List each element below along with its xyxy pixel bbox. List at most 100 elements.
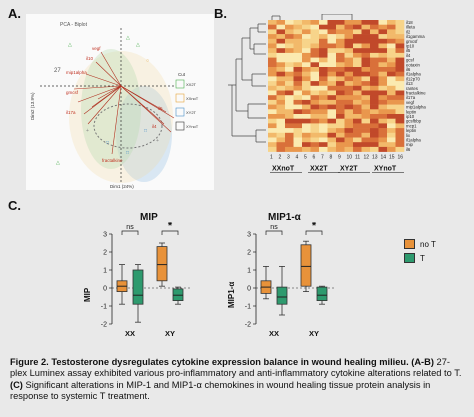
- heatmap-cell: [310, 142, 320, 148]
- heatmap-cell: [302, 95, 311, 101]
- heatmap-group-labels: XXnoT XX2T XY2T XYnoT: [270, 166, 404, 173]
- heatmap-cell: [370, 29, 379, 35]
- heatmap-cell: [378, 34, 388, 40]
- heatmap-cell: [336, 81, 345, 87]
- heatmap-cell: [353, 90, 362, 96]
- heatmap-cell: [361, 123, 371, 129]
- heatmap-cell: [378, 128, 388, 134]
- heatmap-cell: [302, 123, 311, 129]
- heatmap-cell: [336, 38, 345, 44]
- heatmap-row-label: il18: [406, 20, 413, 25]
- heatmap-cell: [310, 81, 320, 87]
- heatmap-cell: [293, 99, 303, 105]
- heatmap-cell: [276, 146, 286, 152]
- heatmap-cell: [319, 38, 328, 44]
- significance-label: ns: [126, 224, 134, 231]
- heatmap-cell: [310, 24, 320, 30]
- heatmap-cell: [293, 38, 303, 44]
- heatmap-cell: [336, 104, 345, 110]
- heatmap-cell: [370, 104, 379, 110]
- heatmap-cell: [395, 137, 405, 143]
- heatmap-row-label: ip10: [406, 44, 415, 49]
- heatmap-cell: [387, 109, 396, 115]
- heatmap-cell: [276, 48, 286, 54]
- heatmap-cell: [268, 142, 277, 148]
- heatmap-row-label: mip1alpha: [406, 105, 426, 110]
- y-tick-label: -2: [245, 322, 251, 329]
- heatmap-cell: [361, 146, 371, 152]
- heatmap-cell: [361, 85, 371, 91]
- heatmap-cell: [344, 43, 354, 49]
- heatmap-cell: [353, 142, 362, 148]
- heatmap-row-label: il4: [406, 53, 411, 58]
- svg-text:il10: il10: [86, 56, 94, 61]
- heatmap-cell: [344, 24, 354, 30]
- heatmap-cell: [395, 57, 405, 63]
- heatmap-cell: [361, 34, 371, 40]
- heatmap-cell: [370, 128, 379, 134]
- heatmap-cell: [276, 85, 286, 91]
- heatmap-cell: [319, 62, 328, 68]
- heatmap-cell: [310, 48, 320, 54]
- heatmap-cell: [293, 109, 303, 115]
- heatmap-cell: [378, 90, 388, 96]
- heatmap-cell: [378, 67, 388, 72]
- heatmap-cell: [387, 90, 396, 96]
- legend-label-t: T: [420, 253, 425, 263]
- heatmap-cell: [387, 67, 396, 72]
- heatmap-row-label: il6: [406, 67, 411, 72]
- heatmap-cell: [302, 20, 311, 25]
- heatmap-cell: [353, 43, 362, 49]
- heatmap-cell: [285, 52, 294, 58]
- heatmap-cell: [285, 71, 294, 77]
- significance-bracket: [265, 230, 283, 235]
- heatmap-cell: [319, 118, 328, 124]
- heatmap-cell: [285, 99, 294, 105]
- heatmap-cell: [395, 118, 405, 124]
- heatmap-cell: [387, 71, 396, 77]
- heatmap-cell: [285, 146, 294, 152]
- heatmap-col-number: 11: [355, 155, 360, 161]
- heatmap-cell: [327, 43, 337, 49]
- heatmap-cell: [353, 76, 362, 82]
- heatmap-cell: [387, 104, 396, 110]
- box-plot-legend: no T T: [404, 239, 436, 267]
- heatmap-cell: [327, 38, 337, 44]
- heatmap-cell: [336, 99, 345, 105]
- heatmap-row-label: ip10: [406, 114, 415, 119]
- heatmap-row-label: leptin: [406, 109, 417, 114]
- heatmap-cell: [361, 90, 371, 96]
- heatmap-cell: [344, 132, 354, 138]
- heatmap-cell: [319, 48, 328, 54]
- pca-loading-arrows: [73, 51, 175, 155]
- heatmap-cell: [293, 137, 303, 143]
- heatmap-cell: [310, 43, 320, 49]
- heatmap-cell: [387, 24, 396, 30]
- pca-points: △ △ △ ○ □ □ □ △ + + 27: [54, 35, 159, 166]
- heatmap-row-label: il2: [406, 29, 411, 34]
- heatmap-group-label: XXnoT: [272, 166, 295, 173]
- heatmap-row-label: leptin: [406, 128, 417, 133]
- heatmap-cell: [310, 137, 320, 143]
- heatmap-cell: [344, 38, 354, 44]
- heatmap-cell: [268, 34, 277, 40]
- heatmap-cell: [336, 20, 345, 25]
- heatmap-cell: [361, 62, 371, 68]
- heatmap-col-number: 8: [330, 155, 333, 161]
- heatmap-cell: [319, 52, 328, 58]
- heatmap-cell: [276, 142, 286, 148]
- svg-text:△: △: [126, 35, 130, 41]
- heatmap-cell: [378, 114, 388, 119]
- heatmap-cell: [327, 128, 337, 134]
- heatmap-cell: [395, 24, 405, 30]
- heatmap-cell: [268, 137, 277, 143]
- heatmap-cell: [293, 85, 303, 91]
- heatmap-cell: [327, 132, 337, 138]
- heatmap-row-label: il6: [406, 147, 411, 152]
- heatmap-cell: [387, 57, 396, 63]
- heatmap-cell: [327, 95, 337, 101]
- svg-text:□: □: [126, 150, 129, 156]
- legend-swatch-no-t: [404, 239, 415, 249]
- heatmap-cell: [319, 71, 328, 77]
- heatmap-cell: [344, 137, 354, 143]
